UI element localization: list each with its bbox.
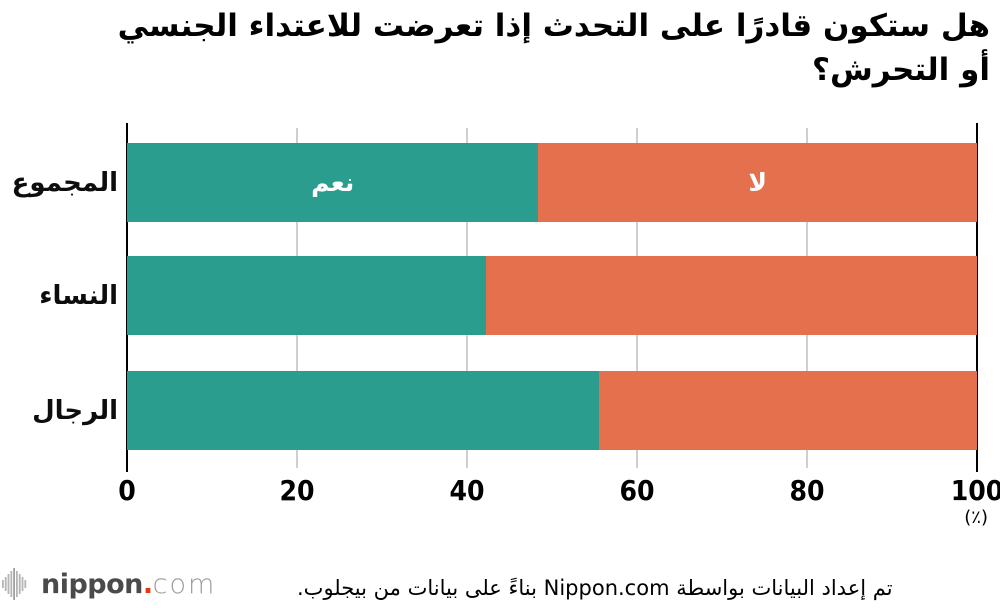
bar-row: [127, 371, 977, 450]
series-label: نعم: [311, 168, 355, 197]
logo-red-dot: .: [142, 568, 153, 600]
x-tick-label: 40: [449, 474, 485, 507]
x-tick-label: 80: [789, 474, 825, 507]
attribution-text: تم إعداد البيانات بواسطة Nippon.com بناء…: [297, 576, 893, 600]
category-label: المجموع: [11, 167, 118, 198]
bar-segment-no: [598, 371, 977, 450]
axis-unit-label: (٪): [964, 507, 988, 528]
x-tick-label: 100: [950, 474, 1000, 507]
plot-area: نعم لا: [126, 123, 978, 472]
category-label: الرجال: [32, 395, 118, 426]
logo-text-com: com: [152, 568, 217, 600]
axis-line: [976, 123, 978, 472]
bar-segment-yes: [127, 256, 486, 335]
chart-title-line2: أو التحرش؟: [812, 52, 990, 88]
bar-row: نعم لا: [127, 143, 977, 222]
bar-segment-no: [485, 256, 977, 335]
x-tick-label: 20: [279, 474, 315, 507]
x-tick-label: 0: [118, 474, 136, 507]
bar-segment-yes: [127, 371, 599, 450]
bar-segment-yes: نعم: [127, 143, 539, 222]
chart-title: هل ستكون قادرًا على التحدث إذا تعرضت للا…: [10, 4, 990, 92]
soundwave-icon: [2, 568, 27, 600]
logo-text-nippon: nippon: [41, 568, 143, 600]
category-label: النساء: [39, 280, 118, 311]
bar-row: [127, 256, 977, 335]
chart-title-line1: هل ستكون قادرًا على التحدث إذا تعرضت للا…: [117, 8, 990, 44]
nippon-logo: nippon.com: [2, 563, 216, 605]
bar-segment-no: لا: [538, 143, 977, 222]
series-label: لا: [748, 168, 767, 197]
x-tick-label: 60: [619, 474, 655, 507]
